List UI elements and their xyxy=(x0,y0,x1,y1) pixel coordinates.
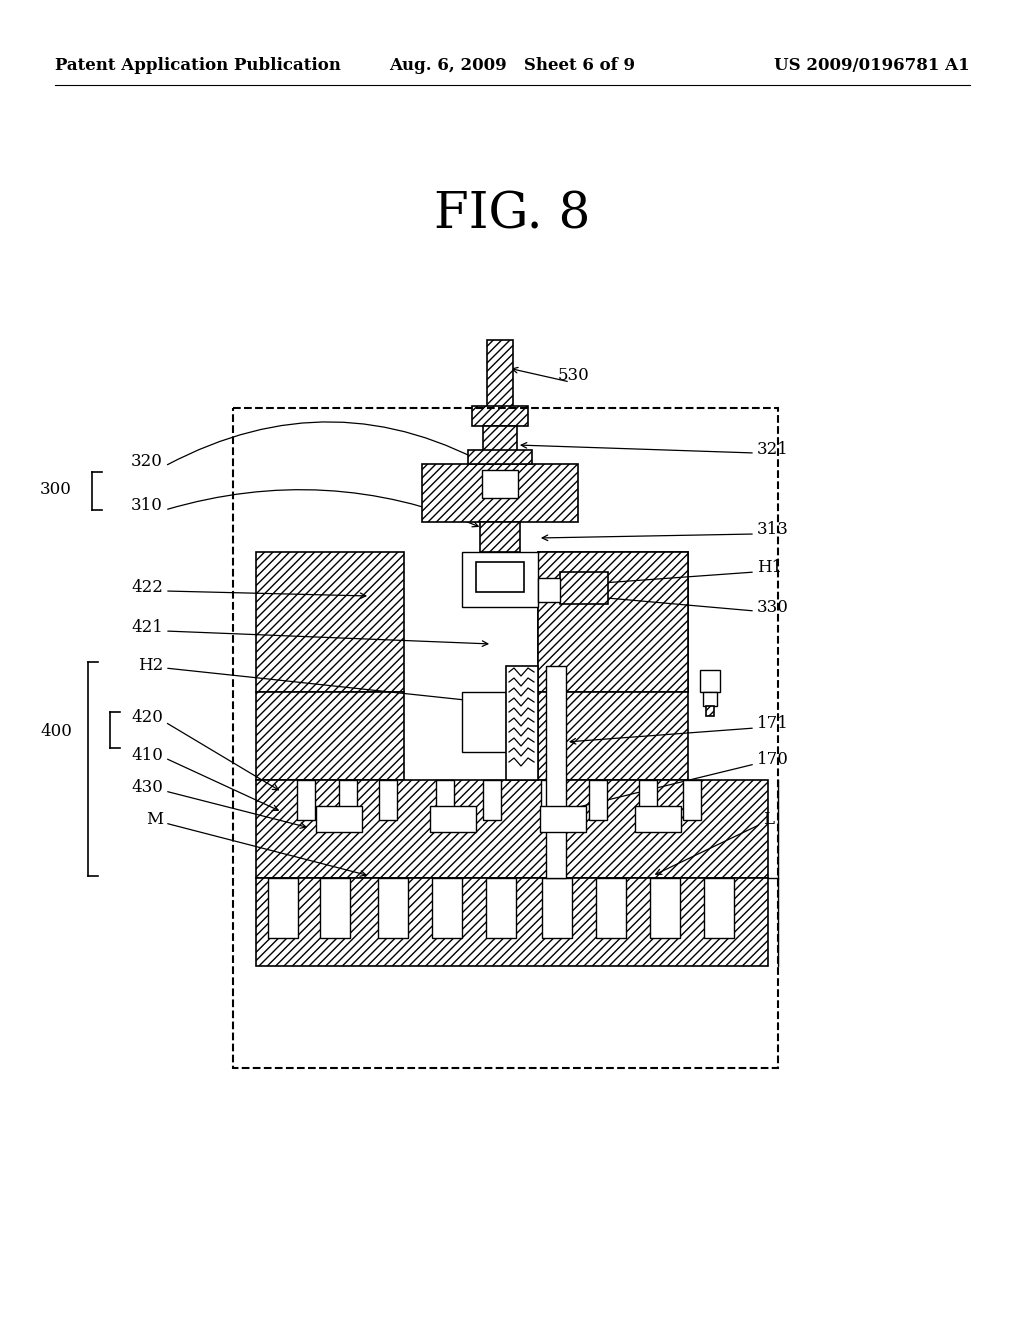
Text: 420: 420 xyxy=(131,710,163,726)
Bar xyxy=(542,878,572,939)
Bar xyxy=(472,407,528,426)
Bar xyxy=(486,878,516,939)
Bar xyxy=(706,706,714,715)
Bar xyxy=(538,552,688,692)
Text: 430: 430 xyxy=(131,780,163,796)
Text: 171: 171 xyxy=(757,715,788,733)
Text: 422: 422 xyxy=(131,579,163,597)
Bar xyxy=(378,878,408,939)
Bar xyxy=(432,878,462,939)
Bar xyxy=(379,780,397,820)
Text: 300: 300 xyxy=(40,482,72,499)
Text: 410: 410 xyxy=(131,747,163,763)
Text: Patent Application Publication: Patent Application Publication xyxy=(55,57,341,74)
Bar xyxy=(546,667,566,878)
Text: H1: H1 xyxy=(757,560,782,577)
Bar xyxy=(635,807,681,832)
Bar xyxy=(268,878,298,939)
Text: 170: 170 xyxy=(757,751,788,768)
Bar xyxy=(538,552,688,692)
Bar xyxy=(705,878,734,939)
Text: 321: 321 xyxy=(757,441,788,458)
Bar xyxy=(256,692,404,780)
Bar xyxy=(436,780,454,820)
Text: L: L xyxy=(763,812,774,829)
Bar xyxy=(256,780,768,878)
Bar xyxy=(482,470,518,498)
Bar xyxy=(297,780,315,820)
Bar xyxy=(596,878,626,939)
Text: FIG. 8: FIG. 8 xyxy=(434,190,590,240)
Text: 313: 313 xyxy=(757,521,788,539)
Text: Aug. 6, 2009   Sheet 6 of 9: Aug. 6, 2009 Sheet 6 of 9 xyxy=(389,57,635,74)
Bar xyxy=(639,780,657,820)
Bar xyxy=(476,562,524,591)
Bar xyxy=(339,780,357,820)
Text: US 2009/0196781 A1: US 2009/0196781 A1 xyxy=(774,57,970,74)
Bar xyxy=(506,667,538,780)
Text: 310: 310 xyxy=(131,498,163,515)
Bar xyxy=(256,878,768,966)
Bar xyxy=(483,426,517,451)
Text: 400: 400 xyxy=(40,723,72,741)
Bar xyxy=(422,465,578,521)
Bar xyxy=(683,780,701,820)
Text: 421: 421 xyxy=(131,619,163,636)
Text: 530: 530 xyxy=(558,367,590,384)
Text: M: M xyxy=(145,812,163,829)
Bar xyxy=(541,780,559,820)
Text: 320: 320 xyxy=(131,454,163,470)
Text: 330: 330 xyxy=(757,599,788,616)
Bar xyxy=(589,780,607,820)
Bar xyxy=(650,878,680,939)
Bar xyxy=(462,692,506,752)
Bar xyxy=(703,692,717,706)
Bar xyxy=(538,692,688,780)
Bar xyxy=(560,572,608,605)
Text: H2: H2 xyxy=(138,656,163,673)
Bar xyxy=(430,807,476,832)
Bar xyxy=(700,671,720,692)
Bar xyxy=(462,552,538,607)
Bar xyxy=(468,450,532,465)
Bar xyxy=(483,780,501,820)
Bar xyxy=(487,341,513,411)
Bar xyxy=(233,408,778,1068)
Bar xyxy=(480,521,520,552)
Bar xyxy=(256,552,404,692)
Bar xyxy=(319,878,350,939)
Bar xyxy=(540,807,586,832)
Bar xyxy=(538,578,560,602)
Bar xyxy=(316,807,362,832)
